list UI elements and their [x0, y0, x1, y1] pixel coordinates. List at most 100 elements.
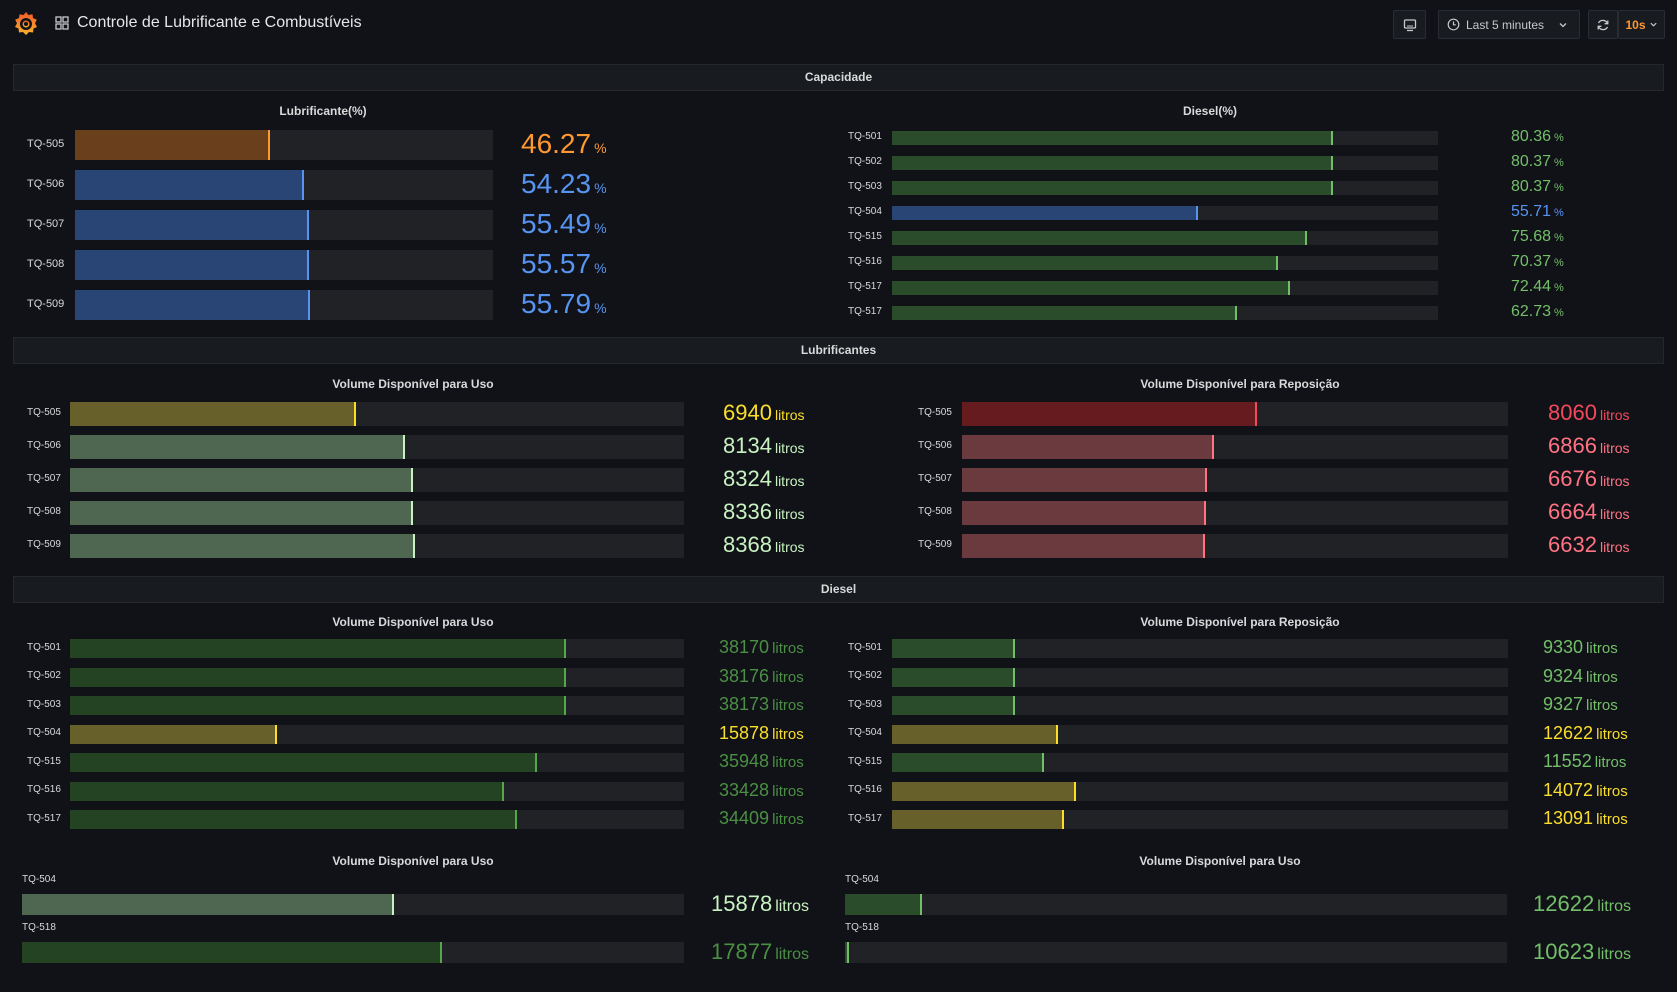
dashboard-title[interactable]: Controle de Lubrificante e Combustíveis	[77, 14, 362, 31]
gauge-value-unit: %	[1554, 307, 1564, 320]
refresh-button[interactable]	[1588, 10, 1618, 39]
chevron-down-icon	[1559, 22, 1567, 27]
gauge-label: TQ-509	[27, 539, 61, 550]
gauge-bar-fill	[892, 156, 1333, 170]
panel-title[interactable]: Volume Disponível para Uso	[332, 615, 494, 629]
gauge-bar-track	[892, 696, 1508, 715]
panel-title[interactable]: Volume Disponível para Uso	[332, 854, 494, 868]
row-capacidade[interactable]: Capacidade	[13, 64, 1664, 91]
panel-title[interactable]: Volume Disponível para Reposição	[1140, 615, 1340, 629]
gauge-value: 55.49%	[521, 208, 607, 240]
gauge-label: TQ-504	[27, 727, 61, 738]
gauge-value-number: 6676	[1548, 466, 1597, 492]
gauge-value: 80.37%	[1511, 178, 1564, 196]
gauge-value-unit: litros	[775, 945, 809, 963]
gauge-bar-track	[962, 501, 1508, 525]
gauge-value-unit: litros	[775, 897, 809, 915]
gauge-bar-fill	[70, 534, 415, 558]
gauge-value-unit: litros	[772, 668, 804, 686]
gauge-bar-fill	[845, 894, 922, 915]
gauge-value-unit: litros	[1586, 697, 1618, 715]
refresh-interval-picker[interactable]: 10s	[1618, 10, 1665, 39]
gauge-bar-track	[70, 468, 684, 492]
gauge-value-unit: litros	[772, 782, 804, 800]
gauge-bar-track	[70, 724, 684, 744]
gauge-value: 17877 litros	[711, 939, 809, 965]
gauge-value: 38170 litros	[719, 637, 804, 658]
gauge-bar-fill	[892, 206, 1199, 220]
time-range-picker[interactable]: Last 5 minutes	[1438, 10, 1580, 39]
panel-title[interactable]: Volume Disponível para Uso	[332, 377, 494, 391]
gauge-value-unit: %	[1554, 257, 1564, 270]
gauge-bar-track	[962, 435, 1508, 459]
gauge-bar-track	[70, 753, 684, 772]
gauge-value-unit: %	[1554, 282, 1564, 295]
gauge-bar-fill	[70, 402, 357, 426]
gauge-value-number: 38170	[719, 637, 770, 658]
gauge-bar-track	[70, 810, 684, 829]
gauge-value: 8134 litros	[723, 433, 805, 459]
gauge-value-number: 8060	[1548, 400, 1597, 426]
gauge-bar-track	[962, 402, 1508, 426]
gauge-label: TQ-506	[918, 440, 952, 451]
grafana-logo-icon[interactable]	[12, 10, 40, 38]
panel-title[interactable]: Volume Disponível para Uso	[1139, 854, 1301, 868]
gauge-bar-fill	[892, 281, 1290, 295]
gauge-bar-track	[892, 667, 1508, 687]
gauge-bar-track	[75, 130, 493, 160]
panel-title[interactable]: Diesel(%)	[1182, 104, 1238, 118]
gauge-bar-fill	[962, 534, 1206, 558]
gauge-bar-track	[70, 534, 684, 558]
gauge-value-number: 8368	[723, 532, 772, 558]
gauge-value-number: 72.44	[1511, 278, 1552, 296]
gauge-bar-track	[892, 181, 1438, 195]
panel-title[interactable]: Volume Disponível para Reposição	[1140, 377, 1340, 391]
gauge-label: TQ-517	[27, 812, 61, 824]
gauge-value: 12622 litros	[1533, 891, 1631, 917]
gauge-value-unit: %	[594, 219, 607, 236]
gauge-bar-fill	[70, 810, 517, 829]
gauge-value-unit: litros	[1594, 754, 1627, 772]
gauge-value: 6664 litros	[1548, 499, 1630, 525]
gauge-bar-fill	[892, 181, 1333, 195]
gauge-value: 8368 litros	[723, 532, 805, 558]
gauge-bar-track	[22, 894, 684, 915]
gauge-label: TQ-504	[848, 206, 882, 217]
gauge-value-number: 8324	[723, 466, 772, 492]
refresh-interval-label: 10s	[1625, 17, 1646, 32]
gauge-bar-track	[845, 942, 1507, 963]
gauge-value-number: 55.57	[521, 247, 592, 279]
gauge-value-number: 62.73	[1511, 303, 1552, 321]
gauge-bar-fill	[75, 250, 310, 280]
gauge-label: TQ-509	[27, 298, 65, 310]
gauge-value-unit: %	[1554, 207, 1564, 220]
gauge-label: TQ-516	[848, 256, 882, 267]
gauge-label: TQ-507	[918, 473, 952, 484]
row-diesel[interactable]: Diesel	[13, 576, 1664, 603]
gauge-bar-track	[75, 170, 493, 200]
gauge-bar-track	[892, 639, 1508, 658]
gauge-value-unit: litros	[1596, 782, 1628, 800]
gauge-label: TQ-501	[27, 641, 61, 653]
gauge-label: TQ-505	[27, 138, 65, 150]
gauge-value-number: 75.68	[1511, 228, 1552, 246]
gauge-value-unit: litros	[774, 539, 805, 556]
gauge-value-unit: litros	[1586, 668, 1618, 686]
gauge-value-number: 55.49	[521, 207, 592, 239]
gauge-value-number: 12622	[1533, 890, 1595, 916]
row-lubrificantes[interactable]: Lubrificantes	[13, 337, 1664, 364]
gauge-value: 72.44%	[1511, 278, 1564, 296]
gauge-bar-fill	[892, 306, 1236, 320]
gauge-bar-fill	[962, 468, 1207, 492]
panel-title[interactable]: Lubrificante(%)	[279, 104, 367, 118]
gauge-bar-fill	[75, 170, 304, 200]
gauge-value: 55.71%	[1511, 203, 1564, 221]
gauge-bar-fill	[70, 667, 566, 687]
tv-mode-button[interactable]	[1393, 10, 1426, 39]
dashboard-grid-icon[interactable]	[55, 16, 69, 30]
gauge-bar-fill	[75, 210, 309, 240]
gauge-label: TQ-503	[27, 698, 61, 710]
gauge-value-number: 12622	[1543, 722, 1594, 743]
gauge-bar-track	[70, 696, 684, 715]
gauge-bar-fill	[70, 724, 278, 744]
